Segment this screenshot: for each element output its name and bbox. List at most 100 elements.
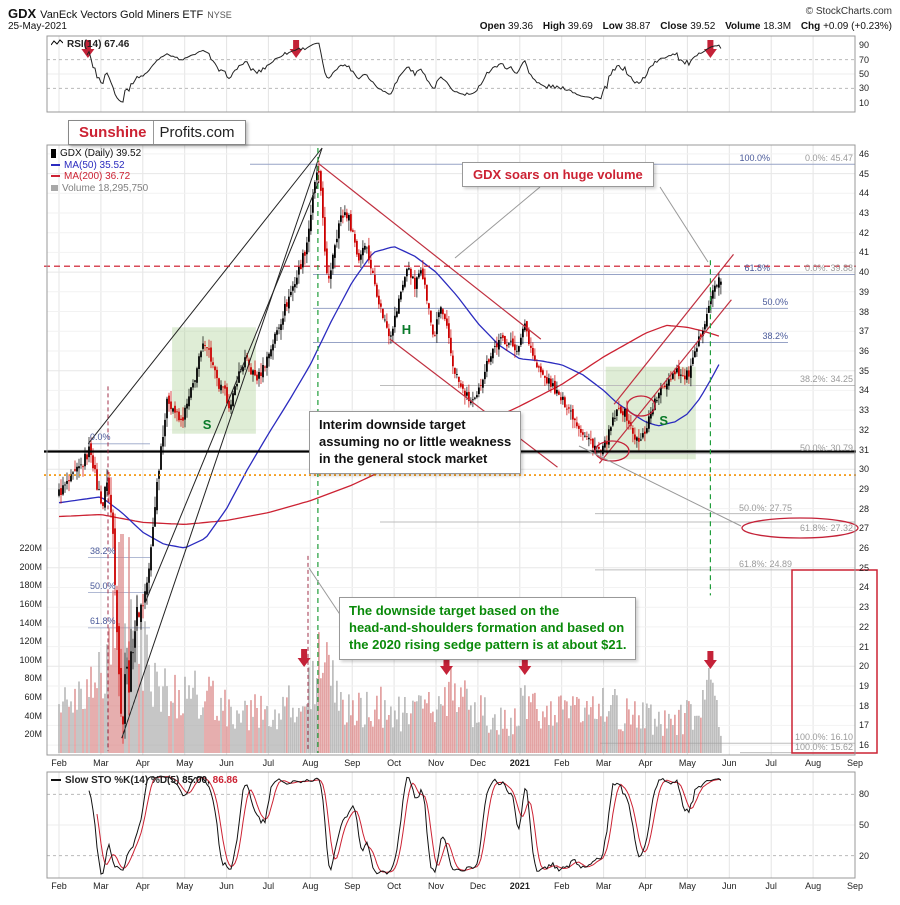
logo-sunshine: Sunshine: [69, 121, 154, 144]
sto-d-line: [96, 776, 721, 873]
price-tick-label: 37: [859, 326, 870, 337]
callout-interim-line1: Interim downside target: [319, 417, 466, 432]
logo-profits: Profits.com: [159, 124, 235, 141]
fib-percent-label: 38.2%: [90, 545, 116, 556]
rsi-line: [86, 42, 722, 103]
price-tick-label: 18: [859, 700, 870, 711]
month-label: Jun: [722, 881, 737, 891]
month-label: May: [176, 758, 194, 768]
sto-tick-label: 20: [859, 850, 870, 861]
callout-target-line2: head-and-shoulders formation and based o…: [349, 619, 625, 635]
price-tick-label: 24: [859, 582, 870, 593]
fib-percent-label: 38.2%: [762, 331, 788, 342]
month-label: Apr: [135, 881, 150, 891]
fib-value-label: 61.8%: 24.89: [738, 558, 792, 569]
volume-legend-label: Volume 18,295,750: [62, 182, 149, 194]
main-chart-legend: GDX (Daily) 39.52 MA(50) 35.52 MA(200) 3…: [51, 148, 148, 194]
price-tick-label: 26: [859, 543, 870, 554]
month-label: Aug: [302, 758, 319, 768]
month-label: Sep: [344, 881, 361, 891]
volume-tick-label: 200M: [19, 561, 42, 572]
callout-pointer: [308, 567, 342, 617]
volume-tick-label: 120M: [19, 636, 42, 647]
callout-target-line1: The downside target based on the: [349, 603, 560, 618]
price-tick-label: 38: [859, 306, 870, 317]
month-label: Apr: [638, 758, 653, 768]
highlight-ellipse: [626, 395, 656, 417]
trendline: [613, 254, 734, 405]
red-down-arrow: [289, 40, 303, 58]
month-label: Nov: [428, 881, 445, 891]
rsi-tick-label: 70: [859, 54, 870, 65]
fib-value-label: 50.0%: 30.79: [799, 442, 853, 453]
month-label: Oct: [387, 758, 402, 768]
price-tick-label: 30: [859, 464, 870, 475]
sto-line-icon: [51, 779, 61, 782]
close-label: Close: [660, 21, 688, 32]
month-label: May: [678, 881, 696, 891]
price-tick-label: 40: [859, 267, 870, 278]
month-label: Aug: [302, 881, 319, 891]
month-label: Nov: [428, 758, 445, 768]
open-label: Open: [479, 21, 506, 32]
month-label: Jul: [765, 758, 777, 768]
red-down-arrow: [81, 40, 95, 58]
sunshine-profits-logo: Sunshine Profits.com: [68, 120, 246, 145]
month-label: Mar: [93, 758, 109, 768]
high-value: 39.69: [567, 21, 593, 32]
sto-legend: Slow STO %K(14) %D(5) 85.00, 86.86: [51, 775, 238, 786]
volume-tick-label: 220M: [19, 542, 42, 553]
red-down-arrow: [518, 657, 532, 675]
red-down-arrow: [703, 40, 717, 58]
rsi-legend-icon: [50, 39, 64, 50]
candle-bodies-down: [60, 171, 702, 725]
price-tick-label: 36: [859, 345, 870, 356]
month-label: Mar: [93, 881, 109, 891]
month-label: Apr: [135, 758, 150, 768]
ma200-line-icon: [51, 175, 60, 178]
target-zone-rect: [791, 569, 878, 754]
copyright: © StockCharts.com: [805, 6, 892, 17]
month-label: Jun: [219, 758, 234, 768]
rsi-tick-label: 90: [859, 40, 870, 51]
header: GDX VanEck Vectors Gold Miners ETF NYSE: [8, 5, 232, 23]
fib-value-label: 61.8%: 27.32: [799, 523, 853, 534]
month-label: 2021: [509, 758, 530, 768]
price-tick-label: 33: [859, 405, 870, 416]
fib-percent-label: 50.0%: [762, 297, 788, 308]
month-label: Jul: [765, 881, 777, 891]
month-label: Feb: [51, 881, 67, 891]
price-tick-label: 31: [859, 444, 870, 455]
rsi-tick-label: 30: [859, 83, 870, 94]
ma50-label: MA(50) 35.52: [64, 159, 125, 171]
volume-tick-label: 60M: [24, 692, 42, 703]
month-label: Sep: [846, 881, 863, 891]
volume-label: Volume: [725, 21, 761, 32]
price-tick-label: 17: [859, 720, 870, 731]
month-label: 2021: [509, 881, 530, 891]
ticker-symbol: GDX: [8, 6, 37, 21]
fib-value-label: 0.0%: 45.47: [804, 153, 853, 164]
callout-gdx-soars: GDX soars on huge volume: [462, 162, 654, 187]
fib-percent-label: 61.8%: [744, 263, 770, 274]
price-tick-label: 34: [859, 385, 870, 396]
low-value: 38.87: [625, 21, 651, 32]
trendline: [389, 338, 558, 468]
low-label: Low: [602, 21, 623, 32]
rsi-legend: RSI(14) 67.46: [50, 39, 129, 50]
price-tick-label: 45: [859, 168, 870, 179]
trendline: [121, 147, 323, 739]
high-label: High: [542, 21, 566, 32]
highlight-ellipse: [594, 440, 630, 462]
price-tick-label: 46: [859, 148, 870, 159]
fib-value-label: 100.0%: 16.10: [794, 732, 853, 743]
panel-border: [46, 771, 856, 879]
callout-downside-target: The downside target based on the head-an…: [339, 597, 637, 660]
price-tick-label: 23: [859, 602, 870, 613]
ticker-exchange: NYSE: [207, 10, 232, 20]
head-label: H: [401, 322, 412, 338]
fib-percent-label: 100.0%: [739, 153, 770, 164]
highlight-ellipse: [741, 517, 859, 539]
month-label: Oct: [387, 881, 402, 891]
callout-interim-line3: in the general stock market: [319, 450, 488, 466]
